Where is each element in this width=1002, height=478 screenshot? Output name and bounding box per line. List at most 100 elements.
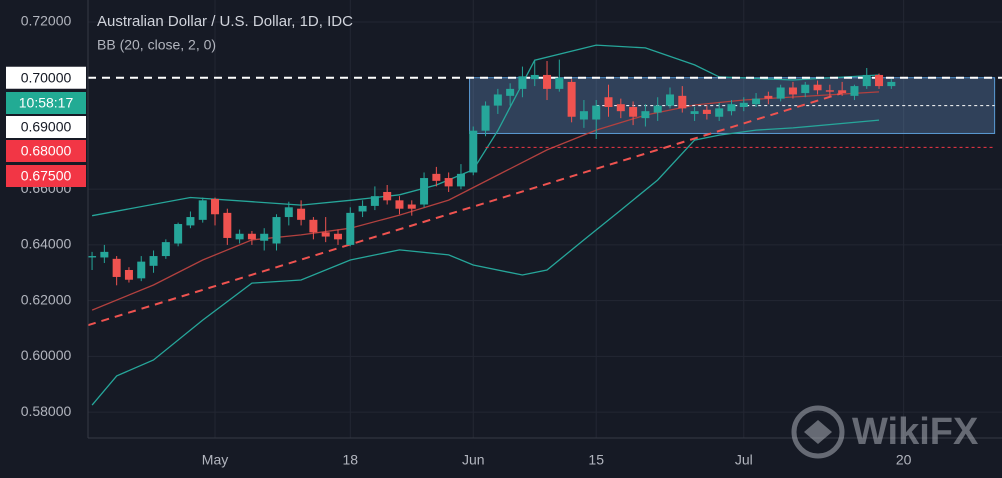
y-tick-label: 0.60000 xyxy=(21,347,72,363)
x-tick-label: 15 xyxy=(588,452,604,468)
candle-body xyxy=(579,111,588,120)
candle-body xyxy=(493,94,502,106)
level-label-box xyxy=(6,140,86,162)
candle-body xyxy=(260,233,269,241)
candle-body xyxy=(211,198,220,215)
watermark: WikiFX xyxy=(791,405,979,459)
countdown-label: 10:58:17 xyxy=(19,95,74,111)
candle-body xyxy=(149,256,158,266)
candle-body xyxy=(604,97,613,107)
candle-body xyxy=(518,76,527,89)
candle-body xyxy=(432,173,441,181)
level-label-box xyxy=(6,165,86,187)
axis-layer: 0.720000.660000.640000.620000.600000.580… xyxy=(6,13,912,468)
candle-body xyxy=(555,77,564,89)
candle-body xyxy=(543,74,552,89)
candle-body xyxy=(715,108,724,117)
candle-body xyxy=(88,256,97,258)
candle-body xyxy=(407,204,416,209)
candle-body xyxy=(592,105,601,120)
level-label-box xyxy=(6,66,86,89)
candle-body xyxy=(506,88,515,96)
candle-body xyxy=(383,191,392,201)
candle-body xyxy=(727,104,736,112)
bollinger-lower xyxy=(91,119,880,406)
level-label: 0.68000 xyxy=(21,143,72,159)
candle-body xyxy=(112,258,121,277)
candle-body xyxy=(850,86,859,96)
x-tick-label: 20 xyxy=(896,452,912,468)
candle-body xyxy=(284,207,293,218)
candle-body xyxy=(702,109,711,114)
candle-body xyxy=(739,102,748,107)
trend-line xyxy=(87,92,843,327)
candle-body xyxy=(764,95,773,99)
candle-body xyxy=(247,233,256,240)
level-label: 0.67500 xyxy=(21,168,72,184)
indicator-label: BB (20, close, 2, 0) xyxy=(97,37,216,53)
candle-body xyxy=(887,81,896,87)
candle-body xyxy=(752,98,761,105)
candle-body xyxy=(198,200,207,220)
bollinger-upper xyxy=(91,44,880,217)
candle-body xyxy=(223,212,232,238)
x-tick-label: 18 xyxy=(342,452,358,468)
plot-layer xyxy=(87,44,1002,406)
y-tick-label: 0.62000 xyxy=(21,291,72,307)
candle-body xyxy=(186,217,195,226)
y-tick-label: 0.72000 xyxy=(21,13,72,29)
x-tick-label: Jun xyxy=(462,452,485,468)
candle-body xyxy=(469,130,478,173)
candle-body xyxy=(124,269,133,280)
candle-body xyxy=(801,84,810,94)
watermark-icon-core xyxy=(804,420,832,444)
candle-body xyxy=(346,212,355,245)
candle-body xyxy=(875,74,884,87)
candle-body xyxy=(862,74,871,87)
candle-body xyxy=(813,84,822,91)
candle-body xyxy=(420,178,429,205)
candle-body xyxy=(641,111,650,119)
candle-body xyxy=(481,105,490,131)
candle-body xyxy=(100,251,109,258)
candle-body xyxy=(444,178,453,187)
candle-body xyxy=(358,205,367,212)
y-tick-label: 0.58000 xyxy=(21,403,72,419)
watermark-text: WikiFX xyxy=(852,411,979,453)
candle-body xyxy=(137,261,146,279)
candle-body xyxy=(530,74,539,80)
chart-title: Australian Dollar / U.S. Dollar, 1D, IDC xyxy=(97,13,353,30)
level-label-box xyxy=(6,116,86,138)
candle-body xyxy=(825,90,834,92)
watermark-icon xyxy=(791,405,845,459)
candle-body xyxy=(161,242,170,257)
candle-body xyxy=(456,173,465,187)
candle-body xyxy=(333,233,342,240)
bollinger-basis xyxy=(91,91,880,311)
candle-body xyxy=(297,208,306,220)
candle-body xyxy=(616,104,625,112)
candle-body xyxy=(838,90,847,94)
candle-body xyxy=(395,200,404,209)
candle-body xyxy=(321,232,330,237)
candle-body xyxy=(788,87,797,95)
candle-body xyxy=(174,224,183,244)
candle-body xyxy=(629,106,638,117)
candle-body xyxy=(665,94,674,106)
candle-body xyxy=(235,233,244,240)
candle-body xyxy=(776,87,785,99)
candle-body xyxy=(690,111,699,114)
candle-body xyxy=(678,95,687,109)
candle-body xyxy=(567,81,576,117)
candle-body xyxy=(653,105,662,113)
countdown-box xyxy=(6,92,86,114)
candle-body xyxy=(272,217,281,244)
candle-body xyxy=(370,196,379,206)
y-tick-label: 0.64000 xyxy=(21,236,72,252)
level-label: 0.70000 xyxy=(21,69,72,85)
level-label: 0.69000 xyxy=(21,119,72,135)
candle-body xyxy=(309,219,318,233)
x-tick-label: May xyxy=(202,452,228,468)
